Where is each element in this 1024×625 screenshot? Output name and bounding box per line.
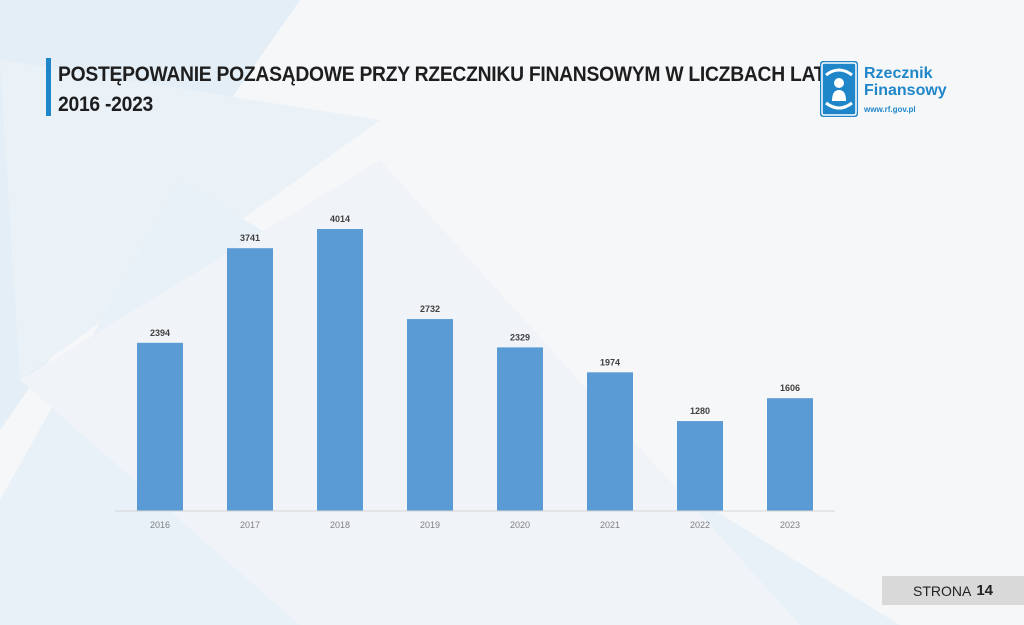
value-label-2016: 2394 <box>150 328 170 338</box>
page-title: POSTĘPOWANIE POZASĄDOWE PRZY RZECZNIKU F… <box>58 60 826 120</box>
title-line-1: POSTĘPOWANIE POZASĄDOWE PRZY RZECZNIKU F… <box>58 63 826 86</box>
x-tick-label-2020: 2020 <box>510 520 530 530</box>
logo: Rzecznik Finansowy www.rf.gov.pl <box>820 61 970 119</box>
value-label-2022: 1280 <box>690 406 710 416</box>
x-tick-label-2019: 2019 <box>420 520 440 530</box>
logo-name-line-2: Finansowy <box>864 82 947 99</box>
bar-2021 <box>587 372 633 511</box>
value-label-2018: 4014 <box>330 214 350 224</box>
title-accent-bar <box>46 58 51 116</box>
logo-name: Rzecznik Finansowy <box>864 65 947 99</box>
page-label: STRONA <box>912 582 972 599</box>
x-tick-label-2016: 2016 <box>150 520 170 530</box>
hands-person-icon <box>820 61 858 117</box>
bar-2019 <box>407 319 453 511</box>
logo-name-line-1: Rzecznik <box>864 65 933 82</box>
value-label-2020: 2329 <box>510 332 530 342</box>
page-number-box: STRONA 14 <box>882 576 1024 605</box>
x-tick-label-2021: 2021 <box>600 520 620 530</box>
x-tick-label-2018: 2018 <box>330 520 350 530</box>
logo-url: www.rf.gov.pl <box>864 105 916 114</box>
bar-2016 <box>137 342 183 511</box>
bar-2017 <box>227 248 273 511</box>
page-number: 14 <box>976 582 994 599</box>
bar-2023 <box>767 398 813 511</box>
title-line-2: 2016 -2023 <box>58 93 154 116</box>
value-label-2019: 2732 <box>420 304 440 314</box>
bar-2018 <box>317 229 363 511</box>
value-label-2023: 1606 <box>780 383 800 393</box>
x-tick-label-2017: 2017 <box>240 520 260 530</box>
value-label-2017: 3741 <box>240 233 260 243</box>
value-label-2021: 1974 <box>600 357 620 367</box>
bar-2022 <box>677 421 723 511</box>
x-tick-label-2022: 2022 <box>690 520 710 530</box>
x-tick-label-2023: 2023 <box>780 520 800 530</box>
bar-2020 <box>497 347 543 511</box>
